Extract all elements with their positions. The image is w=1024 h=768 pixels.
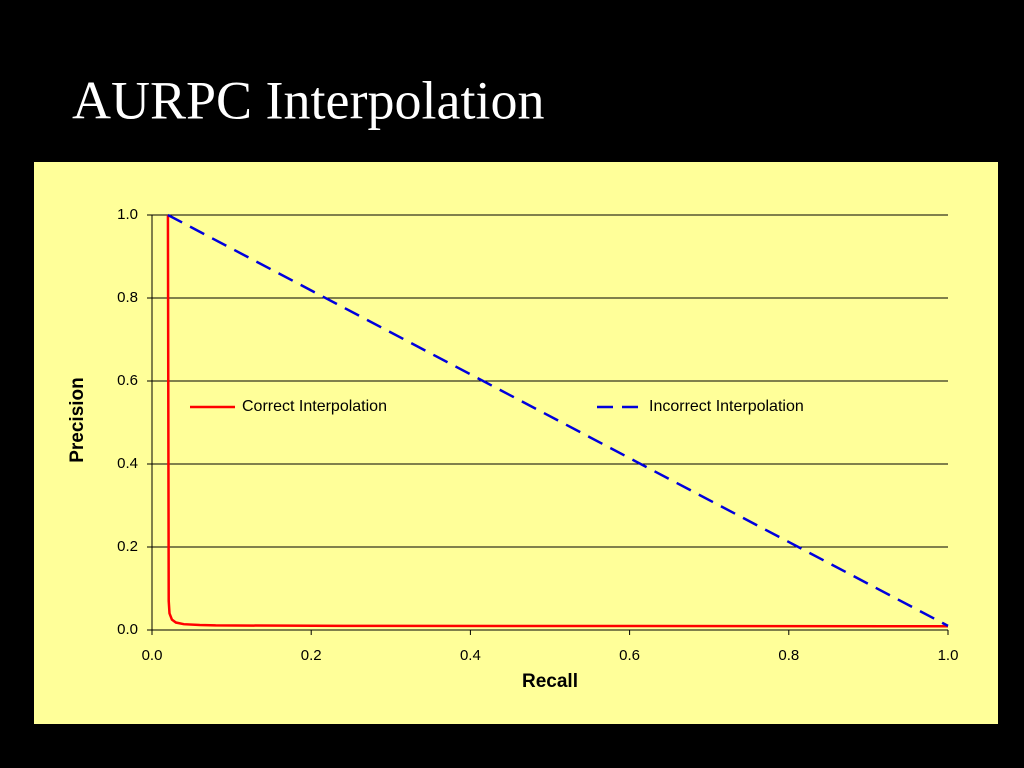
x-axis-label: Recall [522,671,578,692]
series-line [166,214,949,628]
chart-panel [34,162,998,724]
y-tick-label: 0.4 [117,455,138,472]
series-line [167,213,949,627]
y-tick-label: 0.6 [117,372,138,389]
y-tick-label: 0.8 [117,289,138,306]
legend-label: Incorrect Interpolation [649,398,804,415]
x-tick-label: 0.0 [142,647,163,664]
y-tick-label: 0.0 [117,621,138,638]
x-tick-label: 0.2 [301,647,322,664]
slide-title: AURPC Interpolation [72,70,544,130]
y-tick-label: 1.0 [117,206,138,223]
y-axis-label: Precision [67,377,88,463]
y-tick-label: 0.2 [117,538,138,555]
x-tick-label: 0.4 [460,647,481,664]
x-tick-label: 1.0 [938,647,959,664]
legend-label: Correct Interpolation [242,398,387,415]
x-tick-label: 0.8 [778,647,799,664]
x-tick-label: 0.6 [619,647,640,664]
